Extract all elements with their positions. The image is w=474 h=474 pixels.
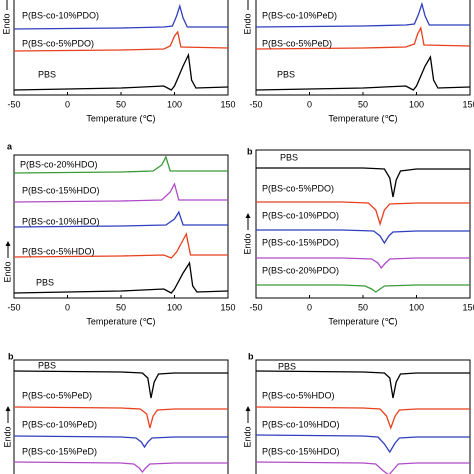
x-tick-label: 0 <box>307 99 312 109</box>
curve-label: P(BS-co-5%PDO) <box>22 38 94 48</box>
curve-label: P(BS-co-5%HDO) <box>22 246 95 256</box>
x-tick-label: 50 <box>358 302 368 312</box>
curve-label: PBS <box>38 360 56 370</box>
curve-label: P(BS-co-5%PDO) <box>262 183 334 193</box>
curve-label: P(BS-co-15%HDO) <box>22 185 100 195</box>
x-tick-label: 100 <box>409 99 424 109</box>
dsc-curve <box>255 26 471 50</box>
y-axis-label: Endo <box>242 233 252 254</box>
dsc-curve <box>255 461 470 474</box>
endo-arrowhead <box>5 406 11 411</box>
dsc-curve <box>255 370 470 399</box>
x-tick-label: 0 <box>65 302 70 312</box>
x-tick-label: 150 <box>220 302 235 312</box>
endo-arrowhead <box>5 241 11 246</box>
dsc-curve <box>256 257 470 270</box>
x-tick-label: 100 <box>167 302 182 312</box>
dsc-curve <box>13 406 228 429</box>
x-tick-label: 50 <box>358 99 368 109</box>
curve-label: P(BS-co-20%PDO) <box>262 265 339 275</box>
x-axis-label: Temperature (℃) <box>328 316 397 326</box>
curve-label: PBS <box>278 361 296 371</box>
x-tick-label: 150 <box>220 99 235 109</box>
dsc-curve <box>13 261 229 294</box>
panel-label: b <box>247 146 253 156</box>
y-axis-label: Endo <box>242 426 252 447</box>
x-axis-label: Temperature (℃) <box>328 113 397 123</box>
dsc-curve <box>256 229 470 245</box>
y-axis-label: Endo <box>2 261 12 282</box>
panel-label: a <box>7 141 13 151</box>
x-tick-label: 150 <box>462 302 474 312</box>
x-tick-label: 0 <box>65 99 70 109</box>
curve-label: P(BS-co-20%HDO) <box>20 159 98 169</box>
dsc-curve <box>255 406 470 430</box>
plot-frame <box>13 359 229 474</box>
plot-frame <box>255 149 471 299</box>
x-axis-label: Temperature (℃) <box>86 316 155 326</box>
curve-label: P(BS-co-15%HDO) <box>262 446 340 456</box>
curve-label: P(BS-co-10%PDO) <box>22 10 99 20</box>
dsc-curve <box>13 435 228 449</box>
x-tick-label: 50 <box>116 99 126 109</box>
endo-arrowhead <box>245 406 251 411</box>
curve-label: P(BS-co-15%PDO) <box>262 237 339 247</box>
x-tick-label: 0 <box>307 302 312 312</box>
x-tick-label: 100 <box>167 99 182 109</box>
curve-label: P(BS-co-10%HDO) <box>262 419 340 429</box>
curve-label: P(BS-co-15%PeD) <box>22 446 97 456</box>
dsc-curve <box>255 434 470 454</box>
curve-label: P(BS-co-10%HDO) <box>22 216 100 226</box>
x-tick-label: -50 <box>7 302 20 312</box>
x-tick-label: -50 <box>249 99 262 109</box>
y-axis-label: Endo <box>2 426 12 447</box>
dsc-curve <box>13 210 228 228</box>
x-tick-label: -50 <box>7 99 20 109</box>
x-tick-label: 50 <box>116 302 126 312</box>
x-tick-label: 150 <box>462 99 474 109</box>
dsc-curve <box>13 3 228 30</box>
x-tick-label: -50 <box>249 302 262 312</box>
curve-label: P(BS-co-5%HDO) <box>262 390 335 400</box>
dsc-curve <box>256 284 470 293</box>
dsc-curve <box>256 201 470 227</box>
dsc-curve <box>13 155 228 174</box>
curve-label: P(BS-co-5%PeD) <box>22 390 92 400</box>
curve-label: PBS <box>38 69 56 79</box>
dsc-curve <box>13 232 228 259</box>
dsc-curve <box>13 52 229 91</box>
panel-label: b <box>248 351 254 361</box>
dsc-curve <box>13 30 229 52</box>
y-axis-label: Endo <box>1 13 11 34</box>
dsc-curve <box>13 370 228 399</box>
curve-label: PBS <box>277 69 295 79</box>
endo-arrowhead <box>245 213 251 218</box>
plot-frame <box>255 359 471 474</box>
dsc-curve <box>13 461 228 474</box>
curve-label: PBS <box>280 152 298 162</box>
x-axis-label: Temperature (℃) <box>86 113 155 123</box>
panel-label: b <box>8 351 14 361</box>
dsc-curve <box>13 182 228 203</box>
dsc-curve <box>256 167 470 198</box>
x-tick-label: 100 <box>409 302 424 312</box>
curve-label: P(BS-co-10%PeD) <box>22 419 97 429</box>
curve-label: P(BS-co-10%PDO) <box>262 210 339 220</box>
dsc-curve <box>255 1 470 28</box>
curve-label: PBS <box>36 277 54 287</box>
dsc-curve <box>255 55 471 91</box>
curve-label: P(BS-co-5%PeD) <box>262 38 332 48</box>
y-axis-label: Endo <box>242 13 252 34</box>
curve-label: P(BS-co-10%PeD) <box>262 10 337 20</box>
